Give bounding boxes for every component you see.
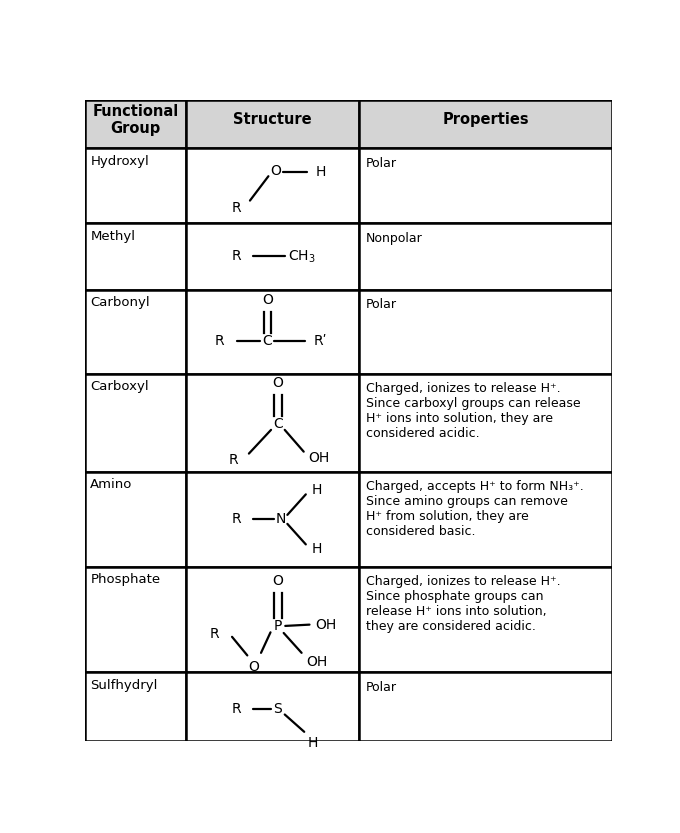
Text: OH: OH — [308, 451, 329, 465]
Bar — [186, 290, 359, 374]
Bar — [186, 374, 359, 472]
Text: Phosphate: Phosphate — [90, 573, 160, 586]
Text: Sulfhydryl: Sulfhydryl — [90, 679, 158, 691]
Text: O: O — [270, 164, 281, 178]
Bar — [359, 472, 612, 566]
Text: OH: OH — [316, 617, 337, 631]
Bar — [186, 223, 359, 290]
Text: H: H — [311, 542, 322, 556]
Bar — [359, 223, 612, 290]
Text: O: O — [273, 376, 284, 390]
Bar — [186, 566, 359, 672]
Text: R: R — [232, 201, 241, 215]
Bar — [359, 672, 612, 741]
Text: Polar: Polar — [366, 298, 397, 311]
Text: Polar: Polar — [366, 681, 397, 694]
Bar — [85, 223, 186, 290]
Text: O: O — [262, 292, 273, 307]
Bar — [359, 374, 612, 472]
Text: Polar: Polar — [366, 157, 397, 170]
Text: Charged, ionizes to release H⁺.
Since phosphate groups can
release H⁺ ions into : Charged, ionizes to release H⁺. Since ph… — [366, 575, 560, 633]
Text: N: N — [275, 512, 286, 526]
Text: Methyl: Methyl — [90, 230, 135, 242]
Bar — [85, 148, 186, 223]
Text: Hydroxyl: Hydroxyl — [90, 155, 149, 167]
Text: C: C — [273, 417, 283, 431]
Bar — [359, 148, 612, 223]
Text: S: S — [273, 702, 282, 716]
Text: Charged, accepts H⁺ to form NH₃⁺.
Since amino groups can remove
H⁺ from solution: Charged, accepts H⁺ to form NH₃⁺. Since … — [366, 481, 583, 538]
Bar — [85, 100, 186, 148]
Text: Properties: Properties — [442, 112, 529, 127]
Bar — [359, 100, 612, 148]
Text: O: O — [249, 660, 260, 674]
Text: Structure: Structure — [233, 112, 312, 127]
Text: R: R — [228, 453, 239, 467]
Bar — [85, 566, 186, 672]
Bar — [85, 672, 186, 741]
Text: Amino: Amino — [90, 478, 133, 491]
Text: Carboxyl: Carboxyl — [90, 380, 149, 393]
Bar — [186, 100, 359, 148]
Text: R: R — [210, 626, 220, 641]
Bar — [186, 472, 359, 566]
Text: Carbonyl: Carbonyl — [90, 296, 150, 309]
Bar — [186, 672, 359, 741]
Bar — [359, 290, 612, 374]
Bar — [85, 290, 186, 374]
Bar — [359, 566, 612, 672]
Text: P: P — [273, 619, 282, 633]
Text: Nonpolar: Nonpolar — [366, 232, 423, 245]
Text: Functional
Group: Functional Group — [92, 104, 179, 137]
Text: CH$_3$: CH$_3$ — [288, 248, 316, 265]
Text: R: R — [232, 249, 241, 263]
Bar — [85, 472, 186, 566]
Text: O: O — [273, 574, 284, 588]
Bar — [85, 374, 186, 472]
Text: OH: OH — [306, 656, 328, 670]
Text: H: H — [308, 736, 318, 750]
Text: C: C — [262, 334, 272, 348]
Text: R: R — [215, 334, 224, 348]
Text: H: H — [316, 165, 326, 179]
Bar — [186, 148, 359, 223]
Text: Charged, ionizes to release H⁺.
Since carboxyl groups can release
H⁺ ions into s: Charged, ionizes to release H⁺. Since ca… — [366, 382, 581, 440]
Text: R: R — [231, 512, 241, 526]
Text: Rʹ: Rʹ — [313, 334, 326, 348]
Text: R: R — [231, 702, 241, 716]
Text: H: H — [311, 483, 322, 496]
